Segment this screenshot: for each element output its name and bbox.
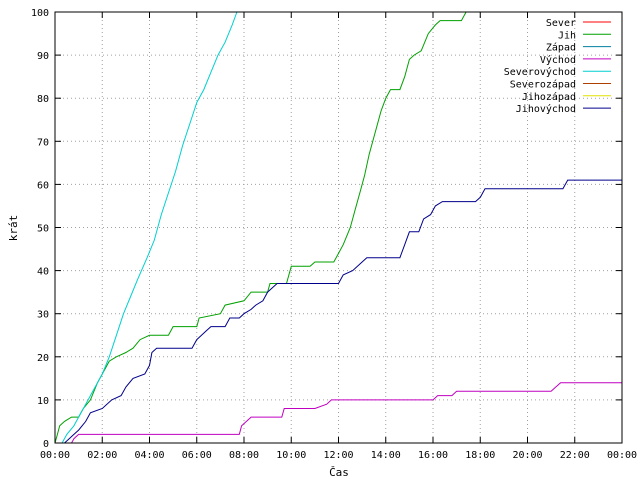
x-tick-label: 02:00	[87, 450, 117, 461]
y-tick-label: 70	[37, 137, 49, 148]
x-tick-label: 12:00	[323, 450, 353, 461]
y-tick-label: 100	[31, 8, 49, 19]
y-tick-label: 50	[37, 224, 49, 235]
y-axis-label: krát	[7, 215, 20, 242]
legend-label: Východ	[540, 54, 576, 66]
x-tick-label: 00:00	[40, 450, 70, 461]
x-axis-label: Čas	[329, 466, 349, 479]
legend-label: Západ	[546, 42, 576, 54]
legend-label: Jihozápad	[522, 91, 576, 103]
series-line-severovychod	[55, 11, 238, 444]
x-tick-label: 04:00	[134, 450, 164, 461]
y-tick-label: 0	[43, 439, 49, 450]
x-tick-label: 22:00	[560, 450, 590, 461]
legend-label: Severovýchod	[504, 66, 576, 78]
x-tick-label: 06:00	[182, 450, 212, 461]
legend-label: Jih	[558, 30, 576, 41]
x-tick-label: 00:00	[607, 450, 637, 461]
x-tick-label: 18:00	[465, 450, 495, 461]
series-lines	[54, 11, 622, 444]
series-line-vychod	[55, 382, 622, 444]
x-tick-label: 20:00	[512, 450, 542, 461]
legend: SeverJihZápadVýchodSeverovýchodSeverozáp…	[504, 18, 611, 115]
legend-label: Sever	[546, 18, 576, 29]
y-tick-label: 20	[37, 353, 49, 364]
series-line-jih	[54, 11, 467, 444]
y-tick-label: 60	[37, 180, 49, 191]
y-tick-label: 90	[37, 51, 49, 62]
y-tick-label: 30	[37, 310, 49, 321]
x-tick-label: 10:00	[276, 450, 306, 461]
x-tick-label: 16:00	[418, 450, 448, 461]
series-line-jihovychod	[55, 179, 622, 444]
grid	[55, 12, 622, 443]
legend-label: Severozápad	[510, 79, 576, 91]
axis-ticks: 0 10 20 30 40 50 60 70 80 90 100 00:00 02:00 04:00 06:…	[31, 8, 637, 461]
y-tick-label: 10	[37, 396, 49, 407]
y-tick-label: 40	[37, 267, 49, 278]
y-tick-label: 80	[37, 94, 49, 105]
plot-frame	[54, 11, 623, 444]
x-tick-label: 14:00	[371, 450, 401, 461]
legend-label: Jihovýchod	[516, 103, 576, 115]
x-tick-label: 08:00	[229, 450, 259, 461]
